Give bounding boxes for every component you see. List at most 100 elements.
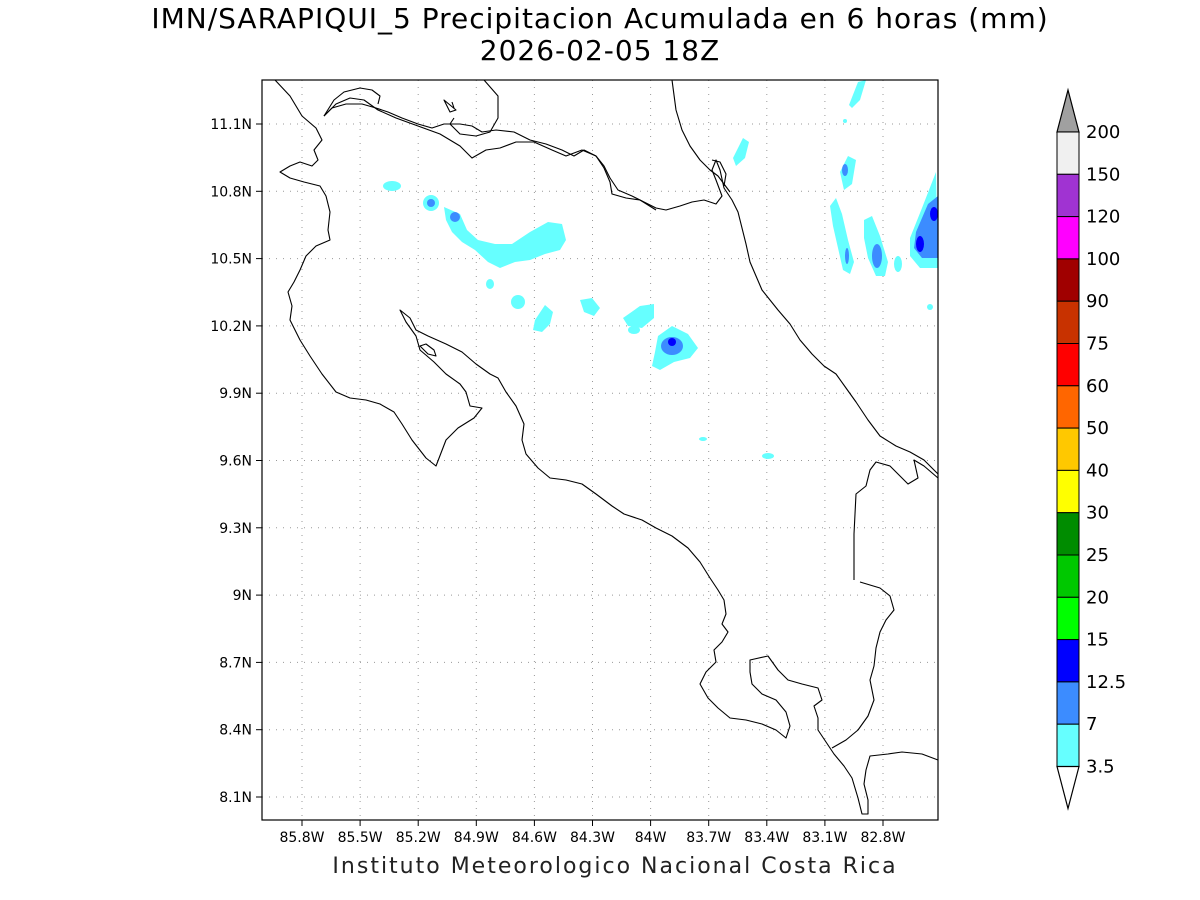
lon-tick-label: 85.2W xyxy=(396,830,441,846)
precip-cell xyxy=(533,305,553,332)
lat-tick-label: 9.6N xyxy=(219,454,252,470)
colorbar-label: 20 xyxy=(1086,587,1109,608)
precip-cell xyxy=(628,326,640,334)
lon-tick-label: 83.7W xyxy=(686,830,731,846)
precip-cell xyxy=(427,199,435,207)
colorbar-label: 100 xyxy=(1086,249,1120,270)
colorbar-label: 3.5 xyxy=(1086,757,1115,778)
precip-cell xyxy=(733,138,749,166)
precip-cell xyxy=(580,298,600,316)
coastline-path xyxy=(671,79,731,193)
colorbar-swatch xyxy=(1056,173,1080,218)
colorbar-label: 12.5 xyxy=(1086,672,1126,693)
lon-tick-label: 84.9W xyxy=(454,830,499,846)
precip-cell xyxy=(840,156,856,190)
coastline-path xyxy=(449,79,499,137)
colorbar-swatch xyxy=(1056,385,1080,429)
coastline-path xyxy=(711,159,727,187)
lon-tick-label: 84.3W xyxy=(570,830,615,846)
colorbar-top-arrow xyxy=(1056,87,1080,133)
colorbar-swatch xyxy=(1056,469,1080,514)
lon-tick-label: 84W xyxy=(635,830,667,846)
colorbar-label: 7 xyxy=(1086,714,1097,735)
colorbar-label: 15 xyxy=(1086,630,1109,651)
colorbar-label: 200 xyxy=(1086,122,1120,143)
lon-tick-label: 83.1W xyxy=(802,830,847,846)
precip-cell xyxy=(450,212,460,222)
colorbar-swatch xyxy=(1056,343,1080,387)
colorbar-label: 25 xyxy=(1086,545,1109,566)
footer-credit: Instituto Meteorologico Nacional Costa R… xyxy=(332,854,898,879)
colorbar-swatch xyxy=(1056,216,1080,260)
colorbar-swatch xyxy=(1056,131,1080,175)
colorbar-bottom-arrow xyxy=(1056,765,1080,811)
coastline-path xyxy=(323,87,381,117)
precip-cell xyxy=(444,207,566,268)
colorbar-legend: 200 150 120 100 90 75 60 50 40 30 25 20 15 12.5 7 3.5 xyxy=(1056,87,1126,811)
coastline-path xyxy=(323,103,939,475)
precip-cell xyxy=(872,244,882,268)
coastline-path xyxy=(853,459,939,580)
colorbar-label: 150 xyxy=(1086,164,1120,185)
colorbar-swatch xyxy=(1056,723,1080,768)
precip-cell xyxy=(842,164,848,176)
precip-cell xyxy=(845,248,849,264)
precip-cell xyxy=(927,304,933,310)
colorbar-swatch xyxy=(1056,258,1080,302)
lat-tick-label: 10.5N xyxy=(210,252,252,268)
lat-tick-label: 10.2N xyxy=(210,319,252,335)
coastline-path xyxy=(274,79,939,815)
precip-cell xyxy=(830,198,854,274)
colorbar-label: 75 xyxy=(1086,334,1109,355)
precip-cell xyxy=(383,181,401,191)
colorbar-label: 30 xyxy=(1086,503,1109,524)
lon-tick-label: 83.4W xyxy=(744,830,789,846)
precip-cell xyxy=(849,80,866,108)
coastline-path xyxy=(323,97,657,211)
precip-cell xyxy=(762,453,774,459)
colorbar-swatch xyxy=(1056,639,1080,683)
lat-tick-label: 11.1N xyxy=(210,117,252,133)
colorbar-swatch xyxy=(1056,300,1080,345)
precip-cell xyxy=(699,437,707,441)
lat-tick-label: 8.1N xyxy=(219,790,252,806)
precip-cell xyxy=(511,295,525,309)
colorbar-label: 40 xyxy=(1086,460,1109,481)
map-frame xyxy=(261,79,939,821)
precip-cell xyxy=(843,119,847,123)
colorbar-label: 50 xyxy=(1086,418,1109,439)
colorbar-swatch xyxy=(1056,554,1080,598)
island-path xyxy=(419,343,437,357)
colorbar-swatch xyxy=(1056,681,1080,725)
lat-tick-label: 9.9N xyxy=(219,386,252,402)
colorbar-label: 120 xyxy=(1086,207,1120,228)
map-axes: 11.1N 10.8N 10.5N 10.2N 9.9N 9.6N 9.3N 9N 8.7N 8.… xyxy=(210,117,905,846)
lat-tick-label: 8.4N xyxy=(219,723,252,739)
map-title: IMN/SARAPIQUI_5 Precipitacion Acumulada … xyxy=(151,2,1049,35)
precip-cell xyxy=(668,338,676,346)
precip-cell xyxy=(623,304,654,328)
coastline-path xyxy=(831,581,895,749)
precipitation-areas xyxy=(383,80,938,459)
precip-cell xyxy=(894,256,902,272)
colorbar-swatch xyxy=(1056,596,1080,641)
lat-tick-label: 10.8N xyxy=(210,184,252,200)
lat-tick-label: 9.3N xyxy=(219,521,252,537)
colorbar-label: 60 xyxy=(1086,376,1109,397)
lon-tick-label: 85.8W xyxy=(279,830,324,846)
lon-tick-label: 82.8W xyxy=(860,830,905,846)
precip-cell xyxy=(930,207,938,221)
map-subtitle: 2026-02-05 18Z xyxy=(479,34,721,67)
lat-tick-label: 9N xyxy=(233,588,252,604)
lat-tick-label: 8.7N xyxy=(219,655,252,671)
coastline-boundaries xyxy=(274,79,939,815)
lake-path xyxy=(443,99,457,113)
lon-tick-label: 84.6W xyxy=(512,830,557,846)
precip-cell xyxy=(916,236,924,252)
lon-tick-label: 85.5W xyxy=(338,830,383,846)
colorbar-swatch xyxy=(1056,427,1080,471)
map-grid xyxy=(262,80,938,820)
colorbar-label: 90 xyxy=(1086,291,1109,312)
colorbar-swatch xyxy=(1056,512,1080,556)
